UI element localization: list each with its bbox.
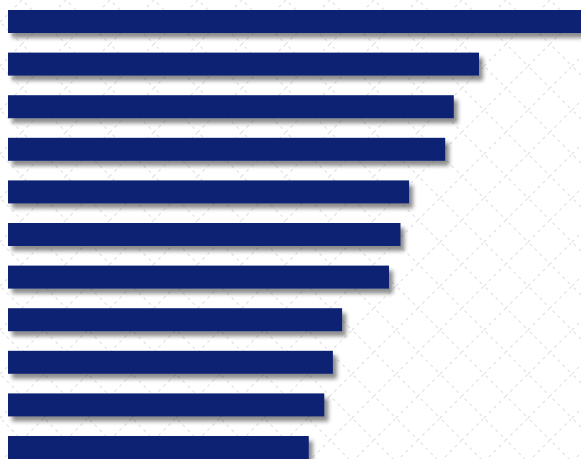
bar-1 [8,10,581,33]
bar-11 [8,436,309,459]
bars-group [8,10,581,459]
bar-5 [8,180,410,204]
bar-7 [8,265,389,289]
bar-3 [8,95,454,119]
bar-10 [8,393,325,417]
bar-6 [8,223,401,246]
bar-4 [8,137,446,161]
bar-9 [8,350,333,374]
bar-8 [8,308,343,332]
bar-2 [8,52,479,76]
